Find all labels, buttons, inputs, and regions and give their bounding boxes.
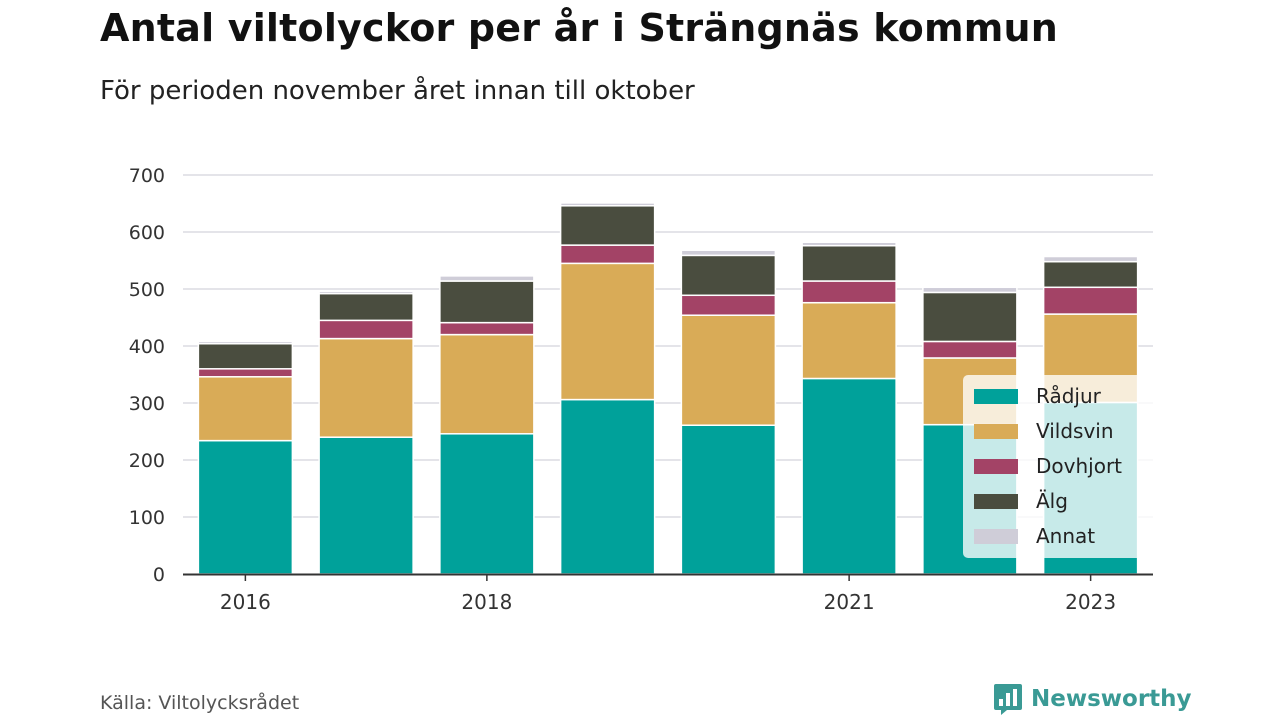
bar-segment-dovhjort-2016[interactable] — [197, 368, 294, 378]
legend-label: Annat — [1036, 524, 1095, 548]
bar-segment-rådjur-2016[interactable] — [197, 439, 294, 575]
bar-segment-älg-2022[interactable] — [922, 291, 1018, 343]
legend: Rådjur Vildsvin Dovhjort Älg Annat — [963, 375, 1153, 558]
newsworthy-brand[interactable]: Newsworthy — [993, 682, 1192, 716]
bar-segment-vildsvin-2020[interactable] — [680, 314, 777, 426]
bar-segment-älg-2016[interactable] — [197, 342, 294, 370]
bar-segment-rådjur-2017[interactable] — [318, 436, 414, 575]
y-tick-label: 300 — [129, 393, 165, 415]
x-axis-tick-labels: 2016 2018 2021 2023 — [220, 574, 1116, 614]
bar-segment-dovhjort-2021[interactable] — [801, 280, 897, 304]
y-tick-label: 100 — [129, 507, 165, 529]
bar-segment-rådjur-2020[interactable] — [680, 424, 777, 575]
bar-segment-älg-2018[interactable] — [439, 280, 535, 324]
legend-box — [963, 375, 1153, 558]
chart-subtitle: För perioden november året innan till ok… — [100, 76, 695, 106]
bar-segment-annat-2017[interactable] — [318, 290, 414, 295]
source-note: Källa: Viltolycksrådet — [100, 692, 300, 714]
bar-segment-annat-2020[interactable] — [680, 249, 777, 257]
y-tick-label: 700 — [129, 165, 165, 187]
legend-swatch-älg — [974, 494, 1018, 509]
y-tick-label: 400 — [129, 336, 165, 358]
bar-segment-vildsvin-2016[interactable] — [197, 376, 294, 442]
bar-segment-vildsvin-2021[interactable] — [801, 301, 897, 380]
legend-label: Vildsvin — [1036, 419, 1114, 443]
y-tick-label: 600 — [129, 222, 165, 244]
bar-segment-dovhjort-2023[interactable] — [1042, 286, 1139, 315]
bar-segment-annat-2016[interactable] — [197, 340, 294, 345]
legend-label: Älg — [1036, 489, 1068, 513]
legend-swatch-annat — [974, 529, 1018, 544]
bar-segment-annat-2021[interactable] — [801, 241, 897, 247]
bar-segment-älg-2020[interactable] — [680, 254, 777, 297]
brand-name: Newsworthy — [1031, 686, 1192, 712]
y-axis-tick-labels: 0 100 200 300 400 500 600 700 — [129, 165, 165, 586]
bar-segment-annat-2019[interactable] — [559, 202, 656, 207]
bar-segment-annat-2018[interactable] — [439, 275, 535, 282]
bar-segment-vildsvin-2018[interactable] — [439, 333, 535, 435]
bar-segment-älg-2023[interactable] — [1042, 260, 1139, 289]
bar-segment-vildsvin-2019[interactable] — [559, 262, 656, 401]
y-tick-label: 500 — [129, 279, 165, 301]
bar-segment-älg-2017[interactable] — [318, 292, 414, 322]
bar-segment-vildsvin-2017[interactable] — [318, 337, 414, 438]
bar-segment-dovhjort-2018[interactable] — [439, 321, 535, 336]
legend-label: Rådjur — [1036, 384, 1102, 408]
legend-swatch-vildsvin — [974, 424, 1018, 439]
bar-segment-rådjur-2021[interactable] — [801, 377, 897, 575]
bar-segment-annat-2023[interactable] — [1042, 255, 1139, 263]
legend-swatch-rådjur — [974, 389, 1018, 404]
x-tick-label: 2021 — [824, 590, 875, 614]
bar-segment-dovhjort-2020[interactable] — [680, 294, 777, 316]
x-tick-label: 2018 — [461, 590, 512, 614]
bar-segment-dovhjort-2019[interactable] — [559, 244, 656, 265]
chart-title: Antal viltolyckor per år i Strängnäs kom… — [100, 6, 1059, 50]
bar-segment-rådjur-2019[interactable] — [559, 398, 656, 575]
bar-segment-annat-2022[interactable] — [922, 286, 1018, 294]
bar-segment-rådjur-2018[interactable] — [439, 433, 535, 575]
bar-segment-dovhjort-2022[interactable] — [922, 340, 1018, 359]
x-tick-label: 2023 — [1065, 590, 1116, 614]
newsworthy-logo-icon — [994, 684, 1022, 715]
bar-segment-älg-2021[interactable] — [801, 244, 897, 282]
legend-label: Dovhjort — [1036, 454, 1122, 478]
legend-swatch-dovhjort — [974, 459, 1018, 474]
y-tick-label: 200 — [129, 450, 165, 472]
bar-segment-älg-2019[interactable] — [559, 205, 656, 246]
bar-segment-dovhjort-2017[interactable] — [318, 319, 414, 340]
y-tick-label: 0 — [153, 564, 165, 586]
x-tick-label: 2016 — [220, 590, 271, 614]
